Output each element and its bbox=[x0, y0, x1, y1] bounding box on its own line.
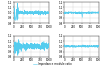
Legend: Impedance module ratio: Impedance module ratio bbox=[32, 61, 73, 67]
